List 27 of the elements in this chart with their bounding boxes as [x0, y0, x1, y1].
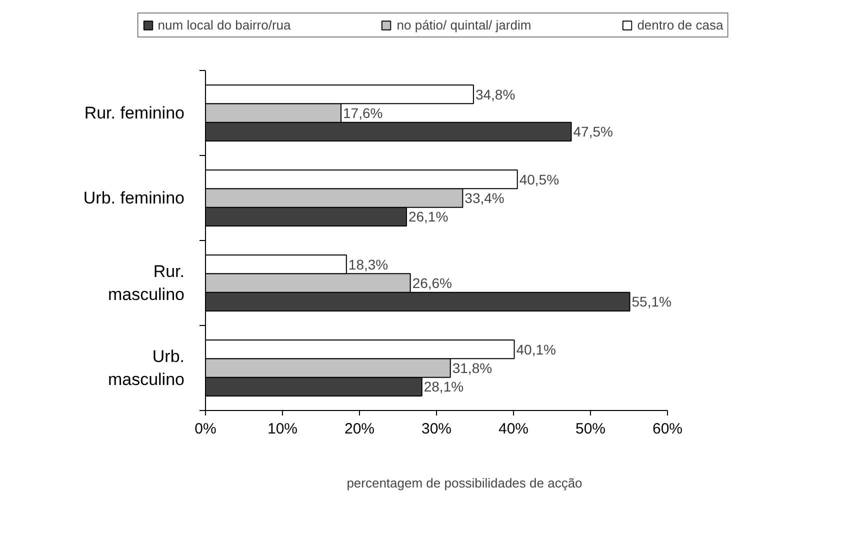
- data-label: 26,6%: [412, 275, 452, 291]
- data-label: 34,8%: [475, 86, 516, 102]
- data-label: 28,1%: [424, 378, 464, 395]
- data-label: 31,8%: [452, 360, 492, 376]
- legend-label: num local do bairro/rua: [158, 18, 291, 32]
- y-tick-label: Urb. masculino: [108, 347, 185, 389]
- y-tick-label: Rur. feminino: [84, 104, 185, 122]
- x-tick-label: 40%: [498, 420, 529, 438]
- x-tick-label: 30%: [421, 420, 452, 438]
- data-label: 17,6%: [343, 105, 383, 121]
- data-label: 40,1%: [516, 341, 556, 358]
- data-label: 18,3%: [348, 256, 388, 272]
- data-label: 33,4%: [464, 190, 504, 206]
- x-tick-label: 0%: [194, 420, 216, 438]
- x-tick-label: 60%: [652, 420, 683, 438]
- data-label: 47,5%: [573, 124, 613, 140]
- data-label: 40,5%: [519, 171, 560, 188]
- legend-label: no pátio/ quintal/ jardim: [396, 18, 532, 32]
- x-tick-label: 50%: [575, 420, 606, 438]
- x-tick-label: 20%: [344, 420, 375, 438]
- y-tick-label: Rur. masculino: [108, 262, 185, 304]
- x-tick-label: 10%: [267, 420, 298, 438]
- legend-label: dentro de casa: [637, 18, 724, 32]
- data-label: 26,1%: [408, 208, 448, 225]
- data-label: 55,1%: [632, 294, 672, 310]
- y-tick-label: Urb. feminino: [83, 188, 185, 208]
- x-axis-title: percentagem de possibilidades de acção: [346, 476, 582, 490]
